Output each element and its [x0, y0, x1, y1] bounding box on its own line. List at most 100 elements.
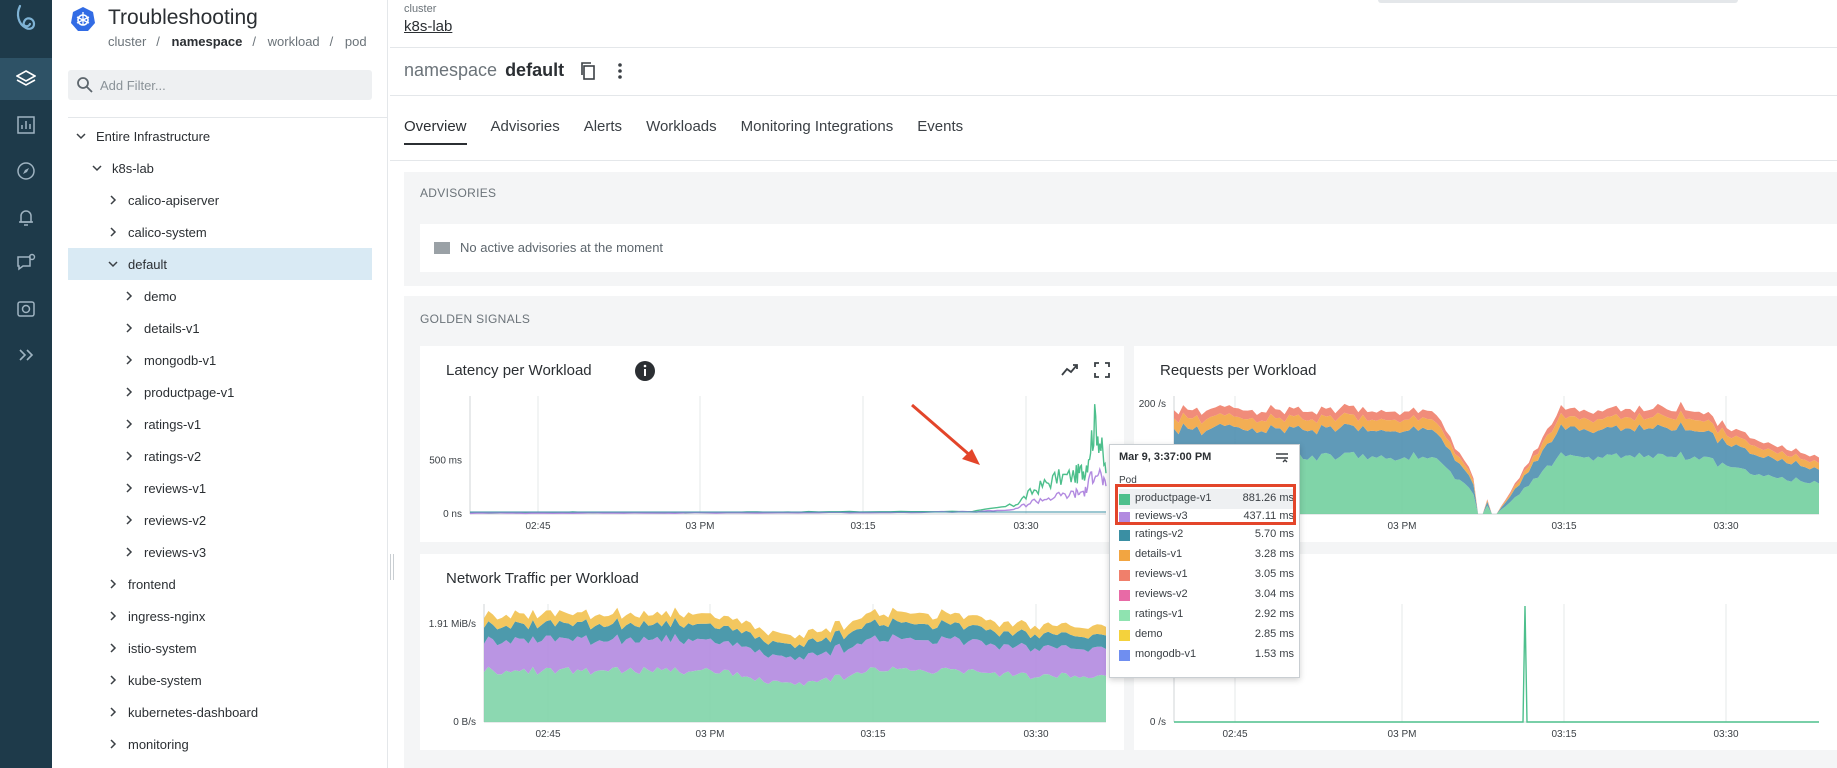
tree-item-monitoring[interactable]: monitoring	[68, 728, 372, 760]
x-tick-label: 03:15	[860, 729, 885, 740]
menu-icon[interactable]	[1274, 450, 1290, 466]
tooltip-row: reviews-v3 437.11 ms	[1119, 507, 1294, 527]
chevron-right-icon[interactable]	[108, 227, 118, 237]
latency-card: Latency per Workload 02:45 03 PM 03:15 03:3…	[420, 346, 1124, 542]
chevron-right-icon[interactable]	[124, 387, 134, 397]
tab-alerts[interactable]: Alerts	[583, 118, 623, 135]
tree-item-label: frontend	[128, 576, 176, 592]
tab-overview[interactable]: Overview	[404, 118, 467, 145]
tree-item-default[interactable]: default	[68, 248, 372, 280]
sidebar-resize-handle[interactable]	[390, 554, 394, 580]
tree-item-label: kubernetes-dashboard	[128, 704, 259, 720]
breadcrumb-workload[interactable]: workload	[267, 34, 320, 49]
chevron-right-icon[interactable]	[108, 643, 118, 653]
divider	[390, 47, 1837, 48]
x-tick-label: 03 PM	[1388, 729, 1417, 740]
x-tick-label: 03:30	[1013, 521, 1038, 532]
chevron-right-icon[interactable]	[124, 419, 134, 429]
tree-item-ingress-nginx[interactable]: ingress-nginx	[68, 600, 372, 632]
chevron-right-icon[interactable]	[108, 611, 118, 621]
series-line-reviews-v3	[469, 466, 1107, 515]
chevron-right-icon[interactable]	[108, 707, 118, 717]
area-productpage-v1	[1174, 451, 1819, 514]
tooltip-series-value: 3.04 ms	[1254, 588, 1294, 600]
tooltip-row: reviews-v2 3.04 ms	[1119, 585, 1294, 605]
chevron-down-icon[interactable]	[92, 163, 102, 173]
chevron-right-icon[interactable]	[124, 291, 134, 301]
tree-item-reviews-v2[interactable]: reviews-v2	[68, 504, 372, 536]
tree-item-details-v1[interactable]: details-v1	[68, 312, 372, 344]
latency-card-title: Latency per Workload	[446, 362, 592, 379]
tree-item-calico-apiserver[interactable]: calico-apiserver	[68, 184, 372, 216]
chevron-right-icon[interactable]	[124, 451, 134, 461]
tree-item-productpage-v1[interactable]: productpage-v1	[68, 376, 372, 408]
tree-item-k8s-lab[interactable]: k8s-lab	[68, 152, 372, 184]
network-chart[interactable]: 02:45 03 PM 03:15 03:30 0 B/s 1.91 MiB/s	[420, 554, 1124, 750]
tab-events[interactable]: Events	[917, 118, 964, 135]
annotation-arrow	[911, 403, 980, 465]
tooltip-series-name: productpage-v1	[1135, 492, 1212, 504]
logo-icon[interactable]	[10, 2, 42, 34]
tree-item-calico-system[interactable]: calico-system	[68, 216, 372, 248]
filter-input[interactable]	[100, 70, 360, 100]
namespace-header: namespace default	[404, 60, 642, 81]
y-tick-label: 0 B/s	[453, 717, 476, 728]
x-tick-label: 03:15	[1551, 521, 1576, 532]
tree-item-frontend[interactable]: frontend	[68, 568, 372, 600]
chevron-right-icon[interactable]	[108, 739, 118, 749]
chevron-right-icon[interactable]	[108, 579, 118, 589]
expand-icon[interactable]	[0, 334, 52, 376]
breadcrumb-pod[interactable]: pod	[344, 34, 367, 49]
tree-item-Entire Infrastructure[interactable]: Entire Infrastructure	[68, 120, 372, 152]
chevron-right-icon[interactable]	[124, 515, 134, 525]
tree-item-label: k8s-lab	[112, 160, 154, 176]
tab-advisories[interactable]: Advisories	[490, 118, 560, 135]
tree-item-reviews-v3[interactable]: reviews-v3	[68, 536, 372, 568]
breadcrumb-separator: /	[156, 34, 160, 49]
tree-item-reviews-v1[interactable]: reviews-v1	[68, 472, 372, 504]
tooltip-series-value: 2.85 ms	[1254, 628, 1294, 640]
tree-item-kube-system[interactable]: kube-system	[68, 664, 372, 696]
tab-monitoring-integrations[interactable]: Monitoring Integrations	[740, 118, 894, 135]
breadcrumb-namespace[interactable]: namespace	[171, 34, 243, 49]
x-tick-label: 03 PM	[686, 521, 715, 532]
tooltip-series-name: reviews-v3	[1135, 510, 1188, 522]
latency-chart[interactable]: 02:45 03 PM 03:15 03:30 0 ns 500 ms	[420, 346, 1124, 542]
trend-icon[interactable]	[1060, 360, 1080, 380]
tooltip-series-value: 437.11 ms	[1243, 510, 1294, 522]
alarm-icon[interactable]	[0, 196, 52, 238]
tree-item-label: calico-system	[128, 224, 207, 240]
compass-icon[interactable]	[0, 150, 52, 192]
more-vertical-icon[interactable]	[610, 61, 630, 81]
tree-item-istio-system[interactable]: istio-system	[68, 632, 372, 664]
chevron-right-icon[interactable]	[124, 547, 134, 557]
chevron-right-icon[interactable]	[124, 323, 134, 333]
cluster-link[interactable]: k8s-lab	[404, 18, 453, 35]
tooltip-row: mongodb-v1 1.53 ms	[1119, 645, 1294, 665]
tree-item-kubernetes-dashboard[interactable]: kubernetes-dashboard	[68, 696, 372, 728]
info-icon[interactable]	[634, 360, 656, 382]
tree-item-ratings-v1[interactable]: ratings-v1	[68, 408, 372, 440]
chevron-right-icon[interactable]	[124, 355, 134, 365]
chevron-right-icon[interactable]	[108, 675, 118, 685]
chevron-down-icon[interactable]	[76, 131, 86, 141]
tooltip-series-value: 3.05 ms	[1254, 568, 1294, 580]
chat-icon[interactable]	[0, 242, 52, 284]
chevron-down-icon[interactable]	[108, 259, 118, 269]
chart-icon[interactable]	[0, 104, 52, 146]
tree-item-mongodb-v1[interactable]: mongodb-v1	[68, 344, 372, 376]
tab-workloads[interactable]: Workloads	[646, 118, 717, 135]
fullscreen-icon[interactable]	[1092, 360, 1112, 380]
errors-chart[interactable]: 02:45 03 PM 03:15 03:30 0 /s	[1134, 554, 1837, 750]
tree-item-demo[interactable]: demo	[68, 280, 372, 312]
network-card-title: Network Traffic per Workload	[446, 570, 639, 587]
layers-icon[interactable]	[0, 58, 52, 100]
tree-item-ratings-v2[interactable]: ratings-v2	[68, 440, 372, 472]
chevron-right-icon[interactable]	[108, 195, 118, 205]
breadcrumb-cluster[interactable]: cluster	[108, 34, 147, 49]
advisories-title: ADVISORIES	[420, 186, 497, 200]
copy-icon[interactable]	[578, 61, 598, 81]
camera-icon[interactable]	[0, 288, 52, 330]
chevron-right-icon[interactable]	[124, 483, 134, 493]
tree-item-label: calico-apiserver	[128, 192, 220, 208]
